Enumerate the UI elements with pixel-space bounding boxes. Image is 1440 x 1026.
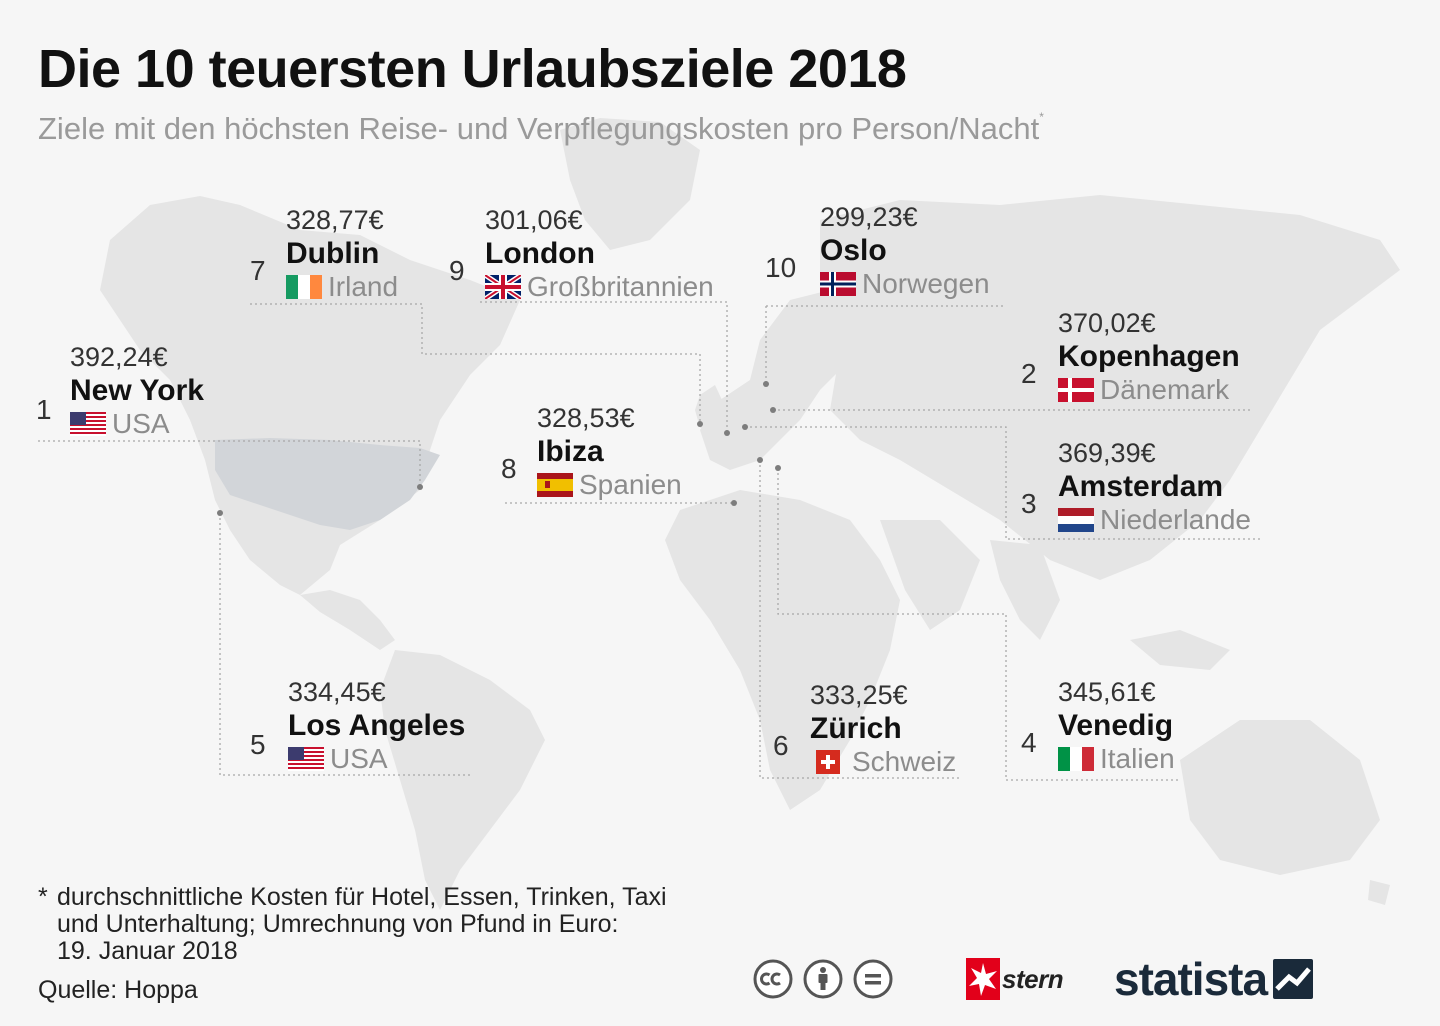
stern-logo[interactable]: stern bbox=[966, 958, 1064, 1000]
city-name: Los Angeles bbox=[288, 709, 466, 742]
map-landmass bbox=[100, 118, 1400, 910]
subtitle: Ziele mit den höchsten Reise- und Verpfl… bbox=[38, 110, 1044, 147]
country-row: Niederlande bbox=[1058, 504, 1251, 536]
rank-label: 5 bbox=[250, 729, 266, 760]
ireland-flag-icon bbox=[286, 275, 322, 299]
footnote-line: 19. Januar 2018 bbox=[57, 937, 238, 965]
city-name: Oslo bbox=[820, 234, 887, 267]
price-label: 370,02€ bbox=[1058, 308, 1156, 338]
country-name: Schweiz bbox=[852, 746, 957, 777]
rank-label: 3 bbox=[1021, 488, 1037, 519]
statista-logo[interactable]: statista bbox=[1114, 952, 1314, 1006]
subtitle-text: Ziele mit den höchsten Reise- und Verpfl… bbox=[38, 111, 1040, 146]
country-name: Großbritannien bbox=[527, 271, 714, 302]
rank-label: 6 bbox=[773, 730, 789, 761]
country-row: Dänemark bbox=[1058, 374, 1229, 406]
price-label: 333,25€ bbox=[810, 680, 908, 710]
rank-label: 9 bbox=[449, 255, 465, 286]
city-name: Ibiza bbox=[537, 435, 604, 468]
country-name: Niederlande bbox=[1100, 504, 1251, 535]
city-dots bbox=[217, 381, 781, 516]
subtitle-footnote-marker: * bbox=[1039, 110, 1044, 124]
uk-flag-icon bbox=[485, 275, 521, 299]
price-label: 301,06€ bbox=[485, 205, 583, 235]
country-row: Italien bbox=[1058, 743, 1175, 775]
city-name: Amsterdam bbox=[1058, 470, 1224, 503]
rank-label: 7 bbox=[250, 255, 266, 286]
city-name: Zürich bbox=[810, 712, 902, 745]
city-name: Dublin bbox=[286, 237, 380, 270]
usa-flag-icon bbox=[288, 747, 324, 771]
city-name: Kopenhagen bbox=[1058, 340, 1240, 373]
country-name: Spanien bbox=[579, 469, 682, 500]
country-name: Norwegen bbox=[862, 268, 990, 299]
stern-wordmark: stern bbox=[1002, 963, 1064, 994]
source-label: Quelle: Hoppa bbox=[38, 976, 198, 1004]
page-title: Die 10 teuersten Urlaubsziele 2018 bbox=[38, 39, 907, 99]
price-label: 299,23€ bbox=[820, 202, 918, 232]
country-row: USA bbox=[70, 408, 170, 440]
country-name: Italien bbox=[1100, 743, 1175, 774]
footnote-line: durchschnittliche Kosten für Hotel, Esse… bbox=[57, 883, 667, 911]
denmark-flag-icon bbox=[1058, 378, 1094, 402]
city-name: London bbox=[485, 237, 595, 270]
country-row: Großbritannien bbox=[485, 271, 714, 303]
price-label: 334,45€ bbox=[288, 677, 386, 707]
italy-flag-icon bbox=[1058, 747, 1094, 771]
leader-lines bbox=[38, 301, 1262, 781]
spain-flag-icon bbox=[537, 473, 573, 497]
footnote-line: und Unterhaltung; Umrechnung von Pfund i… bbox=[57, 910, 619, 938]
attribution-icon[interactable] bbox=[802, 958, 844, 1000]
country-row: Norwegen bbox=[820, 268, 990, 300]
price-label: 392,24€ bbox=[70, 342, 168, 372]
footnote: * durchschnittliche Kosten für Hotel, Es… bbox=[38, 884, 667, 965]
statista-wordmark: statista bbox=[1114, 953, 1268, 1005]
footnote-marker: * bbox=[38, 883, 48, 911]
price-label: 369,39€ bbox=[1058, 438, 1156, 468]
country-name: Dänemark bbox=[1100, 374, 1230, 405]
usa-flag-icon bbox=[70, 412, 106, 436]
license-icons[interactable] bbox=[752, 958, 894, 1000]
rank-label: 10 bbox=[765, 252, 797, 283]
country-name: Irland bbox=[328, 271, 399, 302]
city-name: Venedig bbox=[1058, 709, 1174, 742]
usa-highlight bbox=[215, 438, 440, 530]
price-label: 328,53€ bbox=[537, 403, 635, 433]
netherlands-flag-icon bbox=[1058, 508, 1094, 532]
cc-icon[interactable] bbox=[752, 958, 794, 1000]
no-derivatives-icon[interactable] bbox=[852, 958, 894, 1000]
country-row: Irland bbox=[286, 271, 398, 303]
rank-label: 4 bbox=[1021, 727, 1037, 758]
country-name: USA bbox=[112, 408, 170, 439]
price-label: 345,61€ bbox=[1058, 677, 1156, 707]
price-label: 328,77€ bbox=[286, 205, 384, 235]
city-name: New York bbox=[70, 374, 204, 407]
switzerland-flag-icon bbox=[816, 750, 840, 774]
country-row: Schweiz bbox=[810, 746, 956, 778]
stern-star-icon bbox=[966, 958, 1000, 1000]
country-name: USA bbox=[330, 743, 388, 774]
statista-mark-icon bbox=[1273, 959, 1314, 999]
rank-label: 2 bbox=[1021, 358, 1037, 389]
country-row: Spanien bbox=[537, 469, 682, 501]
norway-flag-icon bbox=[820, 272, 856, 296]
rank-label: 8 bbox=[501, 453, 517, 484]
rank-label: 1 bbox=[36, 394, 52, 425]
country-row: USA bbox=[288, 743, 388, 775]
